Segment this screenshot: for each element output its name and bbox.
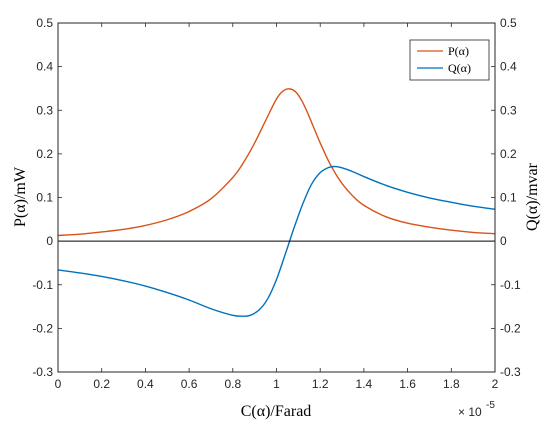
y-tick-label-left: -0.3 [32,365,53,379]
x-tick-label: 1 [273,377,280,391]
x-tick-label: 2 [492,377,499,391]
x-tick-label: 1.4 [356,377,373,391]
y-axis-label-right: Q(α)/mvar [524,162,541,231]
y-tick-label-left: 0.5 [36,16,53,30]
x-tick-label: 0.4 [137,377,154,391]
x-tick-label: 0.8 [224,377,241,391]
y-tick-label-left: 0.1 [36,191,53,205]
y-tick-label-right: 0.1 [500,191,517,205]
x-axis-label: C(α)/Farad [241,403,312,420]
legend-label-q: Q(α) [448,61,471,75]
y-tick-label-left: 0.3 [36,103,53,117]
legend-box [409,39,490,81]
y-tick-label-left: 0 [46,234,53,248]
ticks: 0 0.2 0.4 0.6 0.8 1 1.2 1.4 1.6 1.8 2-0.3 -0.3-0.2-… [32,16,521,391]
y-tick-label-right: 0.5 [500,16,517,30]
x-tick-label: 1.6 [399,377,416,391]
x-tick-label: 1.8 [443,377,460,391]
y-tick-label-right: 0.4 [500,60,517,74]
x-tick-label: 0 [55,377,62,391]
y-tick-label-right: -0.3 [500,365,521,379]
y-tick-label-right: 0.3 [500,103,517,117]
y-axis-label-left: P(α)/mW [12,166,29,227]
y-tick-label-right: -0.1 [500,278,521,292]
legend-label-p: P(α) [448,44,469,58]
y-tick-label-right: -0.2 [500,321,521,335]
x-tick-label: 0.2 [93,377,110,391]
y-tick-label-left: -0.1 [32,278,53,292]
legend: P(α) Q(α) [409,39,490,81]
y-tick-label-left: -0.2 [32,321,53,335]
x-tick-label: 0.6 [181,377,198,391]
plot-background [58,23,495,372]
x-tick-label: 1.2 [312,377,329,391]
y-tick-label-right: 0.2 [500,147,517,161]
series-line-p [57,88,496,237]
x-exponent-power: -5 [486,400,495,411]
x-exponent-base: × 10 [458,405,482,419]
y-tick-label-left: 0.4 [36,60,53,74]
y-tick-label-right: 0 [500,234,507,248]
y-tick-label-left: 0.2 [36,147,53,161]
